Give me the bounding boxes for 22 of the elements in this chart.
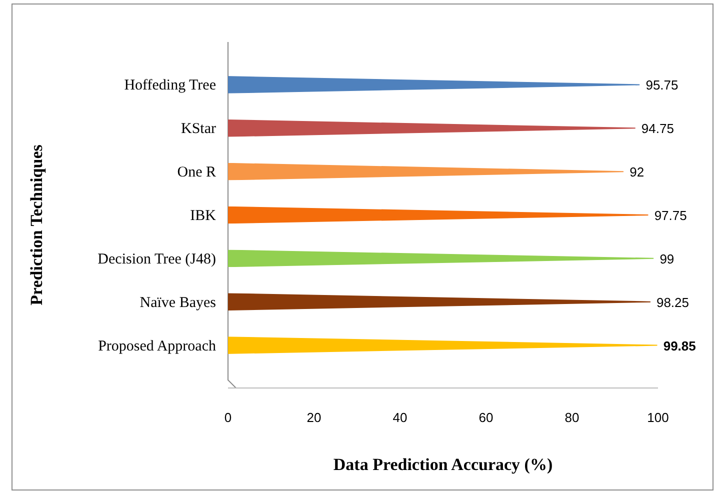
- data-label: 94.75: [641, 121, 674, 136]
- data-label: 97.75: [654, 208, 687, 223]
- data-label: 95.75: [646, 78, 678, 93]
- x-axis-title: Data Prediction Accuracy (%): [333, 455, 553, 474]
- y-tick-label: Naïve Bayes: [140, 294, 216, 311]
- y-tick-label: IBK: [190, 208, 216, 224]
- x-tick-label: 40: [392, 410, 408, 425]
- data-label: 92: [630, 164, 644, 180]
- data-label: 99.85: [663, 338, 696, 354]
- x-tick-label: 80: [564, 410, 580, 425]
- y-tick-label: KStar: [181, 121, 216, 138]
- y-tick-label: Hoffeding Tree: [124, 78, 216, 94]
- data-label: 99: [660, 251, 674, 266]
- x-tick-label: 20: [306, 410, 322, 425]
- x-tick-label: 0: [224, 410, 232, 425]
- y-tick-label: One R: [177, 164, 216, 181]
- y-axis-title: Prediction Techniques: [27, 144, 46, 306]
- y-tick-label: Decision Tree (J48): [98, 251, 216, 268]
- x-tick-label: 100: [647, 410, 669, 425]
- y-tick-label: Proposed Approach: [98, 338, 216, 354]
- x-tick-label: 60: [478, 410, 494, 425]
- data-label: 98.25: [656, 294, 690, 310]
